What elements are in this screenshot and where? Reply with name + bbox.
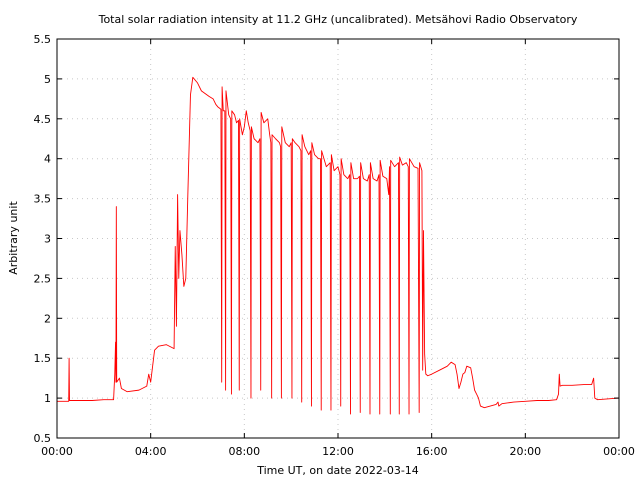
x-tick-label: 20:00	[509, 445, 541, 458]
data-series	[57, 76, 619, 415]
y-tick-label: 1	[44, 392, 51, 405]
y-tick-label: 2	[44, 312, 51, 325]
x-tick-label: 04:00	[135, 445, 167, 458]
x-tick-label: 12:00	[322, 445, 354, 458]
y-tick-label: 3.5	[34, 193, 52, 206]
x-tick-label: 08:00	[228, 445, 260, 458]
x-tick-label: 00:00	[603, 445, 635, 458]
y-tick-label: 1.5	[34, 352, 52, 365]
y-tick-label: 4	[44, 153, 51, 166]
y-tick-label: 3	[44, 233, 51, 246]
y-tick-label: 5	[44, 73, 51, 86]
y-axis-label: Arbitrary unit	[7, 201, 20, 275]
series-line	[57, 76, 619, 415]
grid-lines	[57, 39, 619, 438]
x-axis: 00:00 04:00 08:00 12:00 16:00 20:00 00:00	[41, 39, 635, 458]
y-tick-label: 0.5	[34, 432, 52, 445]
x-axis-label: Time UT, on date 2022-03-14	[256, 464, 419, 477]
y-tick-label: 4.5	[34, 113, 52, 126]
x-tick-label: 16:00	[416, 445, 448, 458]
y-tick-label: 5.5	[34, 33, 52, 46]
x-tick-label: 00:00	[41, 445, 73, 458]
y-tick-label: 2.5	[34, 272, 52, 285]
chart-title: Total solar radiation intensity at 11.2 …	[98, 13, 578, 26]
y-axis: 0.5 1 1.5 2 2.5 3 3.5 4 4.5 5 5.5	[34, 33, 619, 445]
